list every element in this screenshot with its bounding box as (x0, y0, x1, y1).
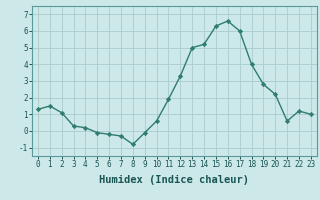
X-axis label: Humidex (Indice chaleur): Humidex (Indice chaleur) (100, 175, 249, 185)
